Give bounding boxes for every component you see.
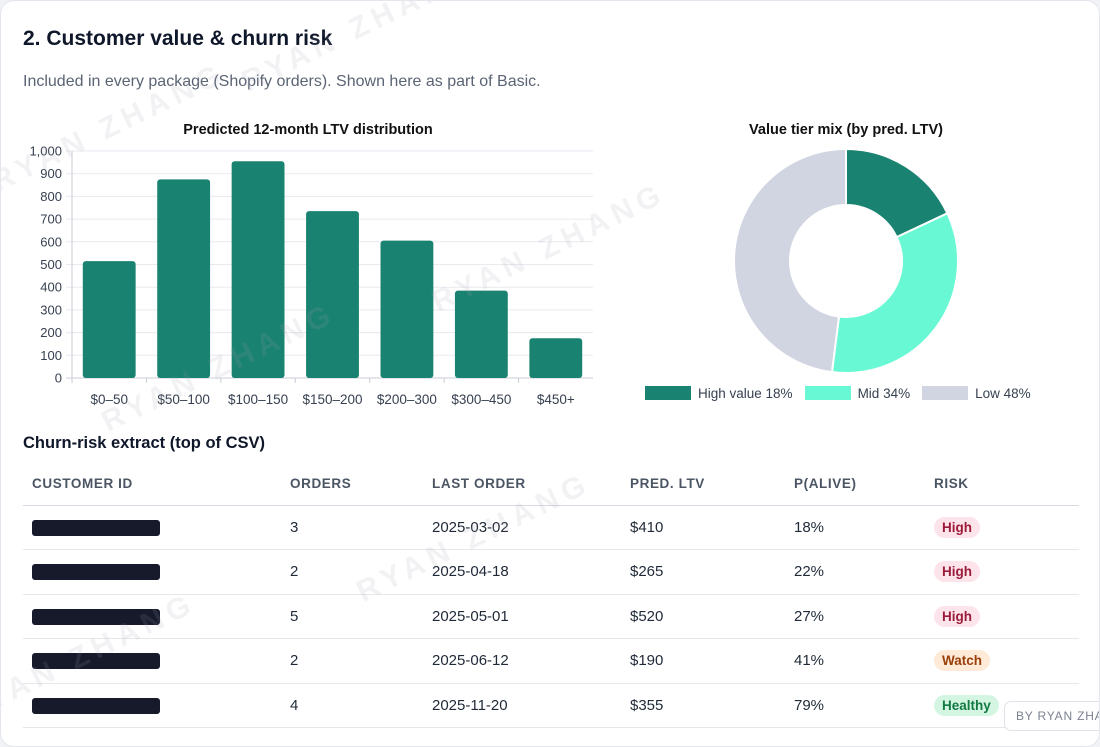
legend-swatch-high (645, 386, 691, 400)
redacted-customer-id (32, 697, 160, 714)
y-tick-label: 1,000 (29, 144, 62, 159)
risk-badge: High (934, 516, 980, 538)
last-order-cell: 2025-05-01 (423, 594, 621, 639)
y-tick-label: 500 (40, 257, 62, 272)
redacted-customer-id (32, 653, 160, 670)
y-tick-label: 200 (40, 325, 62, 340)
pred-ltv-cell: $410 (621, 505, 785, 550)
y-tick-label: 700 (40, 212, 62, 227)
donut-slice (733, 147, 847, 374)
y-tick-label: 0 (55, 371, 62, 386)
y-tick-label: 900 (40, 166, 62, 181)
p-alive-cell: 22% (785, 549, 925, 595)
bar-chart-title: Predicted 12-month LTV distribution (183, 122, 433, 138)
last-order-cell: 2025-06-12 (423, 638, 621, 684)
churn-table: CUSTOMER ID ORDERS LAST ORDER PRED. LTV … (23, 463, 1079, 728)
redacted-customer-id (32, 519, 160, 536)
section-title: 2. Customer value & churn risk (23, 27, 333, 50)
donut-slice (830, 211, 959, 374)
column-header-orders[interactable]: ORDERS (281, 463, 423, 506)
p-alive-cell: 41% (785, 638, 925, 684)
bar (454, 290, 508, 378)
orders-cell: 2 (281, 638, 423, 684)
table-row[interactable]: 2 2025-04-18 $265 22% High (23, 549, 1079, 595)
legend-item-low[interactable]: Low 48% (922, 386, 1031, 401)
legend-swatch-low (922, 386, 969, 400)
risk-badge: Watch (934, 650, 990, 672)
risk-cell: Watch (925, 638, 1079, 684)
column-header-customer-id[interactable]: CUSTOMER ID (23, 463, 281, 506)
value-tier-donut-chart (733, 147, 959, 374)
risk-cell: High (925, 594, 1079, 639)
legend-item-high[interactable]: High value 18% (645, 386, 793, 401)
bar (82, 261, 136, 378)
donut-legend: High value 18% Mid 34% Low 48% (645, 384, 1043, 402)
customer-id-cell (23, 638, 281, 684)
risk-badge: High (934, 561, 980, 583)
x-tick-label: $300–450 (451, 392, 511, 407)
bar (380, 240, 434, 378)
legend-label-high: High value 18% (698, 385, 793, 401)
legend-swatch-mid (804, 386, 851, 400)
x-tick-label: $0–50 (90, 392, 128, 407)
bar (157, 179, 211, 378)
last-order-cell: 2025-11-20 (423, 683, 621, 728)
customer-id-cell (23, 549, 281, 595)
legend-label-mid: Mid 34% (857, 385, 911, 401)
y-tick-label: 600 (40, 234, 62, 249)
orders-cell: 4 (281, 683, 423, 728)
customer-id-cell (23, 505, 281, 550)
column-header-p-alive[interactable]: P(ALIVE) (785, 463, 925, 506)
table-row[interactable]: 5 2025-05-01 $520 27% High (23, 594, 1079, 639)
risk-badge: Healthy (934, 694, 999, 716)
y-tick-label: 300 (40, 302, 62, 317)
pred-ltv-cell: $190 (621, 638, 785, 684)
risk-cell: High (925, 505, 1079, 550)
donut-chart-title: Value tier mix (by pred. LTV) (749, 122, 943, 138)
bar (306, 211, 359, 378)
last-order-cell: 2025-03-02 (423, 505, 621, 550)
x-tick-label: $450+ (537, 392, 575, 407)
customer-id-cell (23, 683, 281, 728)
column-header-pred-ltv[interactable]: PRED. LTV (621, 463, 785, 506)
p-alive-cell: 18% (785, 505, 925, 550)
bar (529, 338, 583, 378)
p-alive-cell: 27% (785, 594, 925, 639)
last-order-cell: 2025-04-18 (423, 549, 621, 595)
redacted-customer-id (32, 608, 160, 625)
risk-cell: High (925, 549, 1079, 595)
y-tick-label: 100 (40, 348, 62, 363)
legend-item-mid[interactable]: Mid 34% (804, 385, 911, 401)
pred-ltv-cell: $265 (621, 549, 785, 595)
x-tick-label: $200–300 (377, 392, 437, 407)
churn-table-header: CUSTOMER ID ORDERS LAST ORDER PRED. LTV … (23, 463, 1079, 506)
x-tick-label: $150–200 (302, 392, 362, 407)
y-tick-label: 400 (40, 280, 62, 295)
column-header-last-order[interactable]: LAST ORDER (423, 463, 621, 506)
orders-cell: 5 (281, 594, 423, 639)
pred-ltv-cell: $355 (621, 683, 785, 728)
byline-badge: BY RYAN ZHANG (1004, 701, 1099, 731)
bar (231, 161, 285, 378)
x-tick-label: $100–150 (228, 392, 288, 407)
section-subtitle: Included in every package (Shopify order… (23, 73, 541, 90)
table-row[interactable]: 2 2025-06-12 $190 41% Watch (23, 638, 1079, 684)
orders-cell: 3 (281, 505, 423, 550)
legend-label-low: Low 48% (975, 385, 1031, 401)
customer-id-cell (23, 594, 281, 639)
table-row[interactable]: 4 2025-11-20 $355 79% Healthy (23, 683, 1079, 728)
redacted-customer-id (32, 564, 160, 581)
column-header-risk[interactable]: RISK (925, 463, 1079, 506)
orders-cell: 2 (281, 549, 423, 595)
risk-badge: High (934, 605, 980, 627)
p-alive-cell: 79% (785, 683, 925, 728)
ltv-bar-chart: 0 100 200 300 400 500 600 700 800 900 1,000 $0–50 $5… (29, 144, 593, 407)
table-row[interactable]: 3 2025-03-02 $410 18% High (23, 505, 1079, 550)
churn-section-title: Churn-risk extract (top of CSV) (23, 434, 266, 452)
x-tick-label: $50–100 (157, 392, 210, 407)
y-tick-label: 800 (40, 189, 62, 204)
pred-ltv-cell: $520 (621, 594, 785, 639)
